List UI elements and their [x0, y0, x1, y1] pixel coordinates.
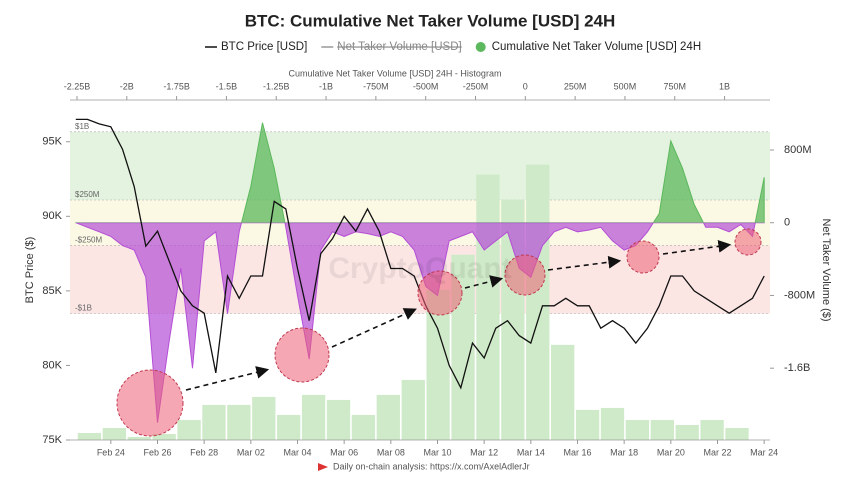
- x-tick-label: Feb 28: [190, 447, 218, 457]
- y2-tick-label: 0: [784, 217, 790, 229]
- histogram-bar: [152, 433, 176, 440]
- x-tick-label: Mar 02: [237, 447, 265, 457]
- histogram-bar: [625, 419, 650, 440]
- highlight-circle: [626, 240, 660, 274]
- x-tick-label: Mar 08: [377, 447, 405, 457]
- trend-arrow: [547, 255, 622, 271]
- histogram-bar: [575, 409, 600, 440]
- trend-arrow: [464, 275, 504, 289]
- highlight-circle: [417, 270, 463, 316]
- footer-icon: [318, 463, 328, 471]
- band-label: -$250M: [75, 236, 102, 245]
- histogram-bar: [77, 432, 102, 440]
- histogram-bar: [551, 344, 575, 440]
- top-tick-label: -1.75B: [163, 81, 190, 91]
- top-tick-label: -750M: [363, 81, 389, 91]
- top-tick-label: -250M: [463, 81, 489, 91]
- histogram-bar: [476, 174, 500, 440]
- histogram-bar: [326, 399, 351, 440]
- x-tick-label: Feb 26: [143, 447, 171, 457]
- highlight-circle: [116, 369, 184, 437]
- top-tick-label: -2.25B: [64, 81, 91, 91]
- histogram-bar: [675, 424, 699, 440]
- y2-tick-label: -1.6B: [784, 362, 810, 374]
- histogram-bar: [600, 407, 625, 440]
- histogram-title: Cumulative Net Taker Volume [USD] 24H - …: [289, 68, 502, 78]
- watermark: CryptoQuant: [328, 252, 511, 285]
- top-tick-label: 750M: [663, 81, 686, 91]
- x-tick-label: Mar 06: [330, 447, 358, 457]
- legend-label: Cumulative Net Taker Volume [USD] 24H: [492, 41, 701, 53]
- trend-arrow: [185, 366, 270, 391]
- y2-axis-label: Net Taker Volume ($): [820, 218, 832, 321]
- y-tick-label: 80K: [42, 359, 62, 371]
- x-tick-label: Mar 14: [517, 447, 545, 457]
- band-label: $250M: [75, 190, 100, 199]
- x-tick-label: Mar 04: [283, 447, 311, 457]
- histogram-bar: [700, 419, 724, 440]
- top-tick-label: 250M: [564, 81, 587, 91]
- top-tick-label: -1.25B: [263, 81, 290, 91]
- histogram-bar: [650, 419, 674, 440]
- histogram-bar: [227, 404, 251, 440]
- histogram-bar: [277, 414, 301, 440]
- histogram-bar: [351, 414, 376, 440]
- top-tick-label: -500M: [413, 81, 439, 91]
- y-tick-label: 90K: [42, 210, 62, 222]
- x-tick-label: Mar 12: [470, 447, 498, 457]
- legend-label: BTC Price [USD]: [221, 41, 307, 53]
- x-tick-label: Mar 16: [563, 447, 591, 457]
- top-tick-label: 1B: [719, 81, 730, 91]
- y2-tick-label: -800M: [784, 289, 815, 301]
- top-tick-label: -2B: [120, 81, 134, 91]
- histogram-bar: [526, 164, 550, 440]
- trend-arrow: [331, 308, 417, 348]
- highlight-circle: [734, 228, 762, 256]
- top-tick-label: -1B: [319, 81, 333, 91]
- histogram-bar: [301, 394, 326, 440]
- histogram-bar: [252, 396, 276, 440]
- x-tick-label: Feb 24: [97, 447, 125, 457]
- x-tick-label: Mar 22: [703, 447, 731, 457]
- band-label: -$1B: [75, 304, 92, 313]
- histogram-bar: [127, 436, 151, 440]
- histogram-bar: [426, 289, 450, 440]
- histogram-bar: [202, 404, 226, 440]
- y2-tick-label: 800M: [784, 144, 812, 156]
- x-tick-label: Mar 10: [423, 447, 451, 457]
- top-tick-label: 0: [523, 81, 528, 91]
- trend-arrow: [662, 239, 732, 255]
- y-axis-label: BTC Price ($): [24, 237, 36, 304]
- y-tick-label: 95K: [42, 136, 62, 148]
- highlight-circle: [274, 327, 330, 383]
- top-tick-label: -1.5B: [216, 81, 238, 91]
- band-label: $1B: [75, 122, 89, 131]
- legend: BTC Price [USD] Net Taker Volume [USD] Cum…: [205, 41, 701, 53]
- histogram-bar: [725, 427, 749, 440]
- histogram-bar: [177, 419, 201, 440]
- y-tick-label: 85K: [42, 285, 62, 297]
- x-tick-label: Mar 20: [657, 447, 685, 457]
- legend-swatch: [475, 42, 486, 52]
- x-tick-label: Mar 24: [750, 447, 778, 457]
- annotations: [116, 228, 762, 437]
- highlight-circle: [504, 254, 546, 296]
- footer: Daily on-chain analysis: https://x.com/A…: [333, 461, 530, 471]
- chart-title: BTC: Cumulative Net Taker Volume [USD] 2…: [245, 11, 616, 30]
- x-tick-label: Mar 18: [610, 447, 638, 457]
- histogram-bar: [401, 379, 425, 440]
- y-tick-label: 75K: [42, 434, 62, 446]
- histogram-bar: [102, 427, 126, 440]
- histogram-bar: [376, 394, 400, 440]
- top-tick-label: 500M: [614, 81, 637, 91]
- positive-area: [75, 122, 765, 223]
- band-zone: [70, 131, 770, 200]
